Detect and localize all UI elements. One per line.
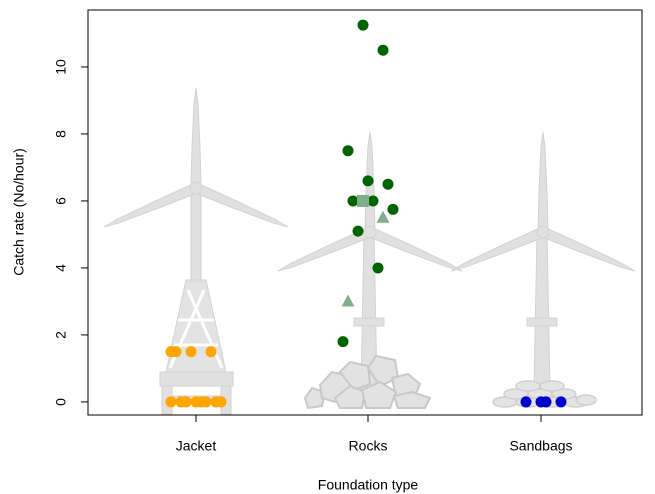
point <box>357 195 369 207</box>
point <box>521 396 532 407</box>
point <box>181 396 192 407</box>
point <box>353 226 364 237</box>
point <box>201 396 212 407</box>
point <box>342 294 355 306</box>
point <box>363 175 374 186</box>
point <box>186 346 197 357</box>
chart: Foundation type Catch rate (No/hour) 0 2 4… <box>0 0 655 494</box>
turbine-art <box>102 88 637 414</box>
x-tick-label: Jacket <box>176 438 217 454</box>
point <box>383 179 394 190</box>
point <box>348 195 359 206</box>
y-tick-label: 0 <box>53 398 69 406</box>
point <box>378 45 389 56</box>
point <box>171 346 182 357</box>
point <box>343 145 354 156</box>
point <box>216 396 227 407</box>
y-tick-label: 8 <box>53 130 69 138</box>
x-axis-label: Foundation type <box>318 477 419 493</box>
point <box>166 396 177 407</box>
y-tick-label: 2 <box>53 331 69 339</box>
point <box>338 336 349 347</box>
y-tick-label: 6 <box>53 197 69 205</box>
x-tick-label: Sandbags <box>509 438 572 454</box>
y-tick-label: 4 <box>53 264 69 272</box>
x-tick-label: Rocks <box>349 438 388 454</box>
point <box>556 396 567 407</box>
y-axis-label: Catch rate (No/hour) <box>11 148 27 276</box>
point <box>541 396 552 407</box>
point <box>358 20 369 31</box>
point <box>388 204 399 215</box>
y-tick-label: 10 <box>53 59 69 75</box>
point <box>377 211 390 223</box>
point <box>368 195 379 206</box>
point <box>206 346 217 357</box>
point <box>373 262 384 273</box>
